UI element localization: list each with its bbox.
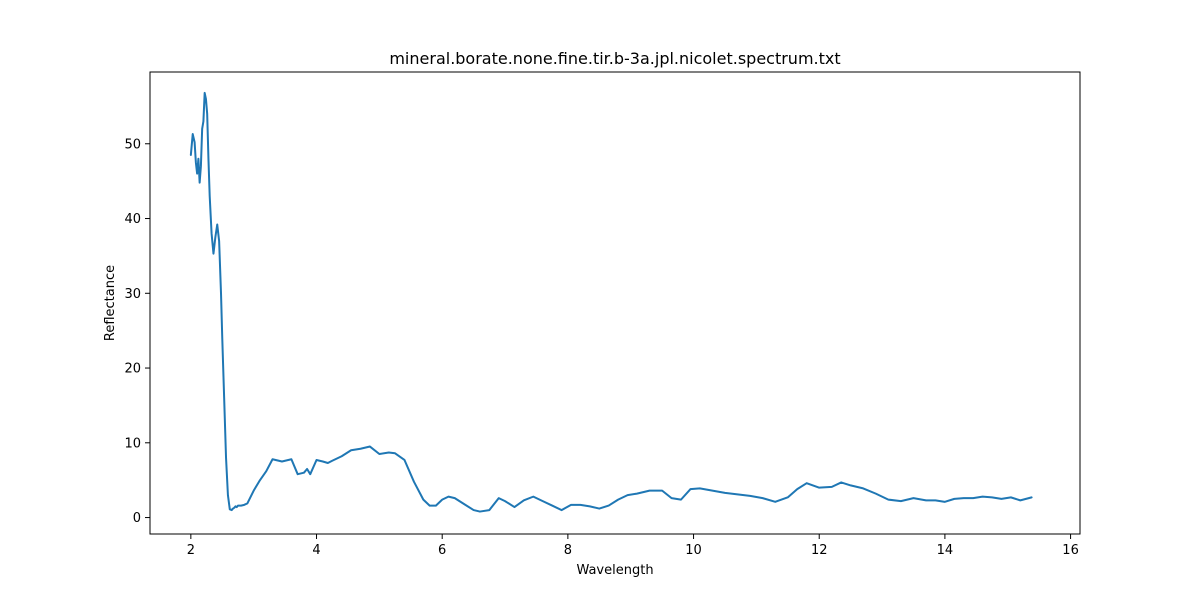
axes: 2 4 6 8 10 12 14 16 0 10 20 30 40 50: [124, 137, 1078, 558]
x-tick-label: 10: [685, 543, 702, 558]
x-tick-label: 6: [438, 543, 446, 558]
x-tick-label: 16: [1062, 543, 1079, 558]
y-axis-label: Reflectance: [103, 265, 118, 341]
x-tick-label: 12: [811, 543, 828, 558]
x-tick-label: 4: [312, 543, 320, 558]
x-axis-label: Wavelength: [576, 563, 653, 578]
y-tick-label: 40: [124, 212, 141, 227]
series-line-0: [189, 91, 1033, 513]
x-tick-label: 8: [564, 543, 572, 558]
y-tick-label: 30: [124, 287, 141, 302]
y-tick-label: 0: [133, 511, 141, 526]
plot-area: [189, 91, 1033, 513]
x-tick-label: 14: [937, 543, 954, 558]
x-tick-label: 2: [187, 543, 195, 558]
axes-frame: [149, 71, 1081, 535]
chart-title: mineral.borate.none.fine.tir.b-3a.jpl.ni…: [389, 49, 840, 68]
y-tick-label: 10: [124, 436, 141, 451]
y-tick-label: 20: [124, 362, 141, 377]
y-tick-label: 50: [124, 137, 141, 152]
